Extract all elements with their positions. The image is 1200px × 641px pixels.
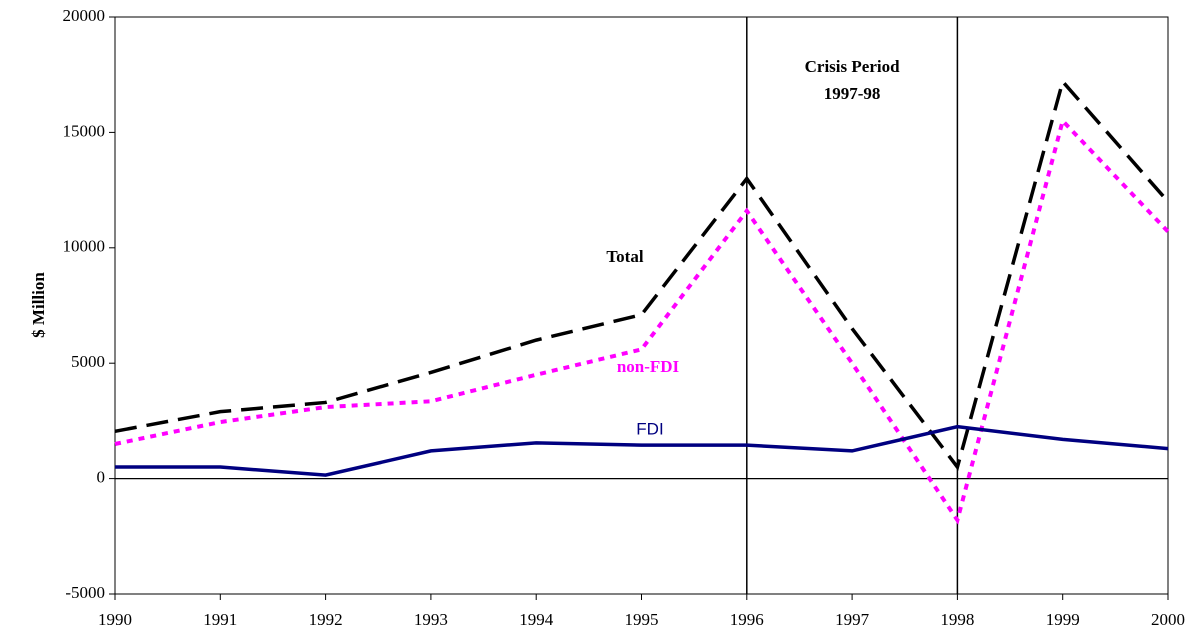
- series-label: non-FDI: [617, 357, 680, 376]
- y-tick-label: 15000: [63, 121, 106, 140]
- x-tick-label: 2000: [1151, 610, 1185, 629]
- x-tick-label: 1998: [940, 610, 974, 629]
- series-label: Total: [606, 247, 643, 266]
- x-tick-label: 1996: [730, 610, 764, 629]
- x-tick-label: 1999: [1046, 610, 1080, 629]
- annotation: Crisis Period: [805, 57, 900, 76]
- x-tick-label: 1995: [625, 610, 659, 629]
- annotation: 1997-98: [824, 84, 881, 103]
- x-tick-label: 1991: [203, 610, 237, 629]
- y-tick-label: -5000: [65, 583, 105, 602]
- series-label: FDI: [636, 419, 663, 438]
- x-tick-label: 1997: [835, 610, 870, 629]
- y-tick-label: 10000: [63, 237, 106, 256]
- x-tick-label: 1990: [98, 610, 132, 629]
- y-tick-label: 20000: [63, 6, 106, 25]
- series-line: [114, 78, 1170, 471]
- series-line: [115, 424, 1169, 477]
- y-tick-label: 0: [97, 468, 106, 487]
- x-tick-label: 1993: [414, 610, 448, 629]
- series-line: [114, 116, 1170, 525]
- x-tick-label: 1992: [309, 610, 343, 629]
- y-axis-label: $ Million: [29, 272, 48, 338]
- y-tick-label: 5000: [71, 352, 105, 371]
- plot-frame: [114, 16, 1169, 595]
- x-tick-label: 1994: [519, 610, 554, 629]
